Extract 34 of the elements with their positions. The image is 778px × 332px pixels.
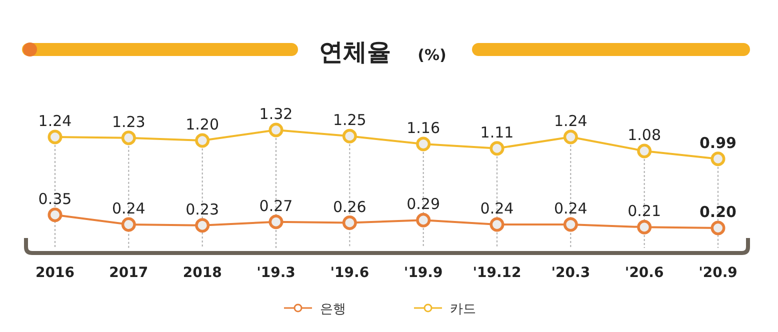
- x-tick-label: '19.6: [330, 265, 370, 281]
- data-label: 1.24: [554, 112, 588, 130]
- x-tick-label: 2018: [182, 265, 222, 281]
- x-tick-label: 2017: [109, 265, 148, 281]
- legend-label: 카드: [450, 302, 476, 317]
- data-label: 1.11: [480, 123, 514, 142]
- data-label: 0.20: [699, 203, 737, 221]
- data-label: 1.08: [628, 126, 662, 144]
- x-tick-label: '20.6: [624, 265, 664, 281]
- chart-subtitle: (%): [418, 46, 446, 64]
- data-label: 1.16: [406, 119, 440, 137]
- data-label: 1.20: [186, 116, 220, 134]
- data-label: 0.26: [332, 198, 366, 216]
- data-label: 1.23: [112, 112, 146, 131]
- data-label: 0.27: [259, 196, 293, 215]
- data-label: 0.21: [628, 202, 662, 220]
- data-label: 0.24: [480, 200, 514, 218]
- data-label: 0.23: [186, 200, 220, 218]
- x-tick-label: 2016: [36, 265, 74, 281]
- data-label: 0.24: [554, 200, 588, 218]
- data-label: 1.32: [259, 105, 293, 123]
- legend-label: 은행: [320, 302, 346, 317]
- data-label: 0.24: [112, 200, 146, 218]
- chart-title: 연체율: [319, 38, 391, 66]
- data-label: 1.24: [38, 112, 72, 130]
- x-tick-label: '19.9: [404, 265, 443, 281]
- data-label: 0.29: [406, 195, 440, 214]
- x-tick-label: '19.12: [472, 265, 522, 281]
- data-label: 0.35: [38, 190, 72, 208]
- x-tick-label: '20.3: [551, 265, 590, 281]
- data-label: 1.25: [332, 111, 366, 130]
- data-label: 0.99: [699, 134, 737, 152]
- x-tick-label: '20.9: [698, 265, 738, 281]
- x-tick-label: '19.3: [256, 265, 296, 281]
